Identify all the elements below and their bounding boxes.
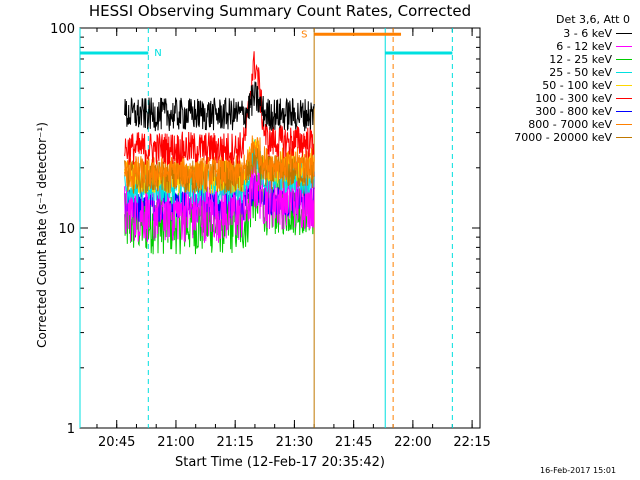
chart-title: HESSI Observing Summary Count Rates, Cor… [88, 2, 472, 20]
legend-entry: 7000 - 20000 keV [482, 131, 632, 144]
legend-swatch [616, 33, 632, 34]
legend-swatch [616, 72, 632, 73]
x-tick-label: 21:00 [157, 435, 194, 450]
generation-timestamp: 16-Feb-2017 15:01 [540, 466, 617, 475]
series-line [124, 135, 315, 189]
x-tick-label: 21:15 [216, 435, 253, 450]
y-tick-label: 10 [58, 222, 75, 237]
y-tick-label: 1 [67, 422, 75, 437]
x-tick-label: 21:30 [276, 435, 313, 450]
legend-swatch [616, 124, 632, 125]
legend-entry: 300 - 800 keV [482, 105, 632, 118]
legend-entry-label: 25 - 50 keV [549, 66, 612, 79]
legend-entry: 50 - 100 keV [482, 79, 632, 92]
legend-swatch [616, 59, 632, 60]
y-tick-label: 100 [50, 22, 75, 37]
legend-entry: 25 - 50 keV [482, 66, 632, 79]
legend: 3 - 6 keV 6 - 12 keV 12 - 25 keV 25 - 50 ke… [482, 27, 632, 144]
legend-title: Det 3,6, Att 0 [556, 13, 630, 26]
legend-entry-label: 100 - 300 keV [535, 92, 612, 105]
legend-swatch [616, 137, 632, 138]
legend-entry-label: 300 - 800 keV [535, 105, 612, 118]
legend-swatch [616, 98, 632, 99]
legend-swatch [616, 85, 632, 86]
x-tick-label: 20:45 [98, 435, 135, 450]
y-axis-label: Corrected Count Rate (s⁻¹ detector⁻¹) [35, 122, 49, 348]
x-tick-label: 22:00 [394, 435, 431, 450]
legend-swatch [616, 111, 632, 112]
legend-entry-label: 6 - 12 keV [556, 40, 612, 53]
x-tick-label: 22:15 [453, 435, 490, 450]
night-label: N [154, 48, 161, 59]
series-line [124, 81, 315, 132]
x-tick-label: 21:45 [335, 435, 372, 450]
legend-entry: 6 - 12 keV [482, 40, 632, 53]
legend-entry: 100 - 300 keV [482, 92, 632, 105]
legend-entry-label: 50 - 100 keV [542, 79, 612, 92]
plot-area: 1 10 100 20:45 21:00 21:15 21:30 21:45 22:00 22:1… [50, 22, 491, 450]
series-line [124, 153, 315, 243]
series-line [124, 51, 315, 166]
legend-entry-label: 7000 - 20000 keV [514, 131, 612, 144]
legend-entry: 12 - 25 keV [482, 53, 632, 66]
legend-swatch [616, 46, 632, 47]
legend-entry-label: 800 - 7000 keV [528, 118, 612, 131]
x-axis-label: Start Time (12-Feb-17 20:35:42) [175, 455, 385, 470]
legend-entry-label: 12 - 25 keV [549, 53, 612, 66]
saa-label: S [301, 29, 307, 40]
legend-entry-label: 3 - 6 keV [563, 27, 612, 40]
legend-entry: 3 - 6 keV [482, 27, 632, 40]
legend-entry: 800 - 7000 keV [482, 118, 632, 131]
